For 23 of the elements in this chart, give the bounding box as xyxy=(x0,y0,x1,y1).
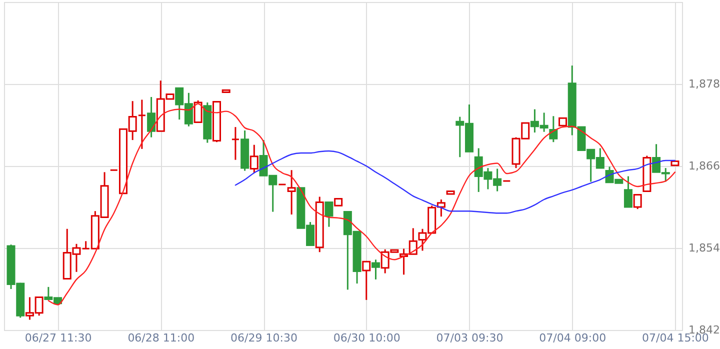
line-series xyxy=(234,150,676,214)
x-tick-label: 06/30 10:00 xyxy=(333,332,400,344)
x-tick-label: 06/29 10:30 xyxy=(230,332,298,344)
candlestick xyxy=(287,169,296,216)
candlestick xyxy=(147,96,156,138)
x-tick-label: 07/04 15:00 xyxy=(642,332,709,344)
candlestick xyxy=(231,126,240,161)
x-tick-label: 06/27 11:30 xyxy=(24,332,92,344)
candlestick xyxy=(194,100,202,124)
candlestick xyxy=(138,98,146,150)
y-tick-label: 1,866 xyxy=(688,160,720,172)
x-tick-label: 06/28 11:00 xyxy=(128,332,195,344)
candlestick xyxy=(324,201,334,228)
y-tick-label: 1,854 xyxy=(688,242,720,254)
candlestick xyxy=(250,144,258,174)
candlestick xyxy=(371,258,380,280)
y-tick-label: 1,878 xyxy=(688,78,720,90)
x-tick-label: 07/04 09:00 xyxy=(539,332,606,344)
candlestick xyxy=(624,176,632,208)
candlestick xyxy=(633,194,642,210)
x-tick-label: 07/03 09:30 xyxy=(436,332,504,344)
candlestick xyxy=(408,227,418,255)
candlestick xyxy=(362,260,371,301)
